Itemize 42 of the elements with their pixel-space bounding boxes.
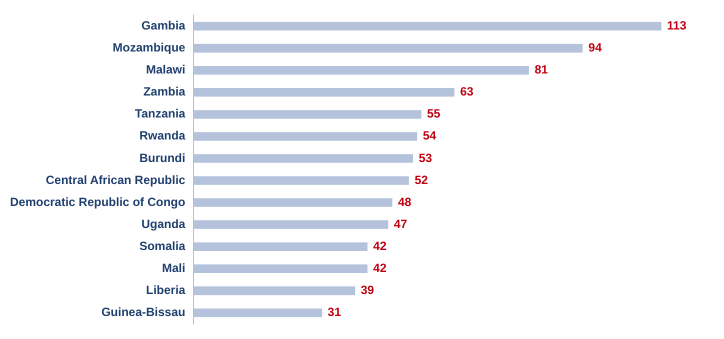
data-label: 113 <box>667 18 687 33</box>
bar <box>193 154 414 163</box>
data-label: 48 <box>398 194 412 209</box>
bar <box>193 132 418 141</box>
bar <box>193 264 368 274</box>
bar <box>193 308 322 318</box>
y-tick-label: Guinea-Bissau <box>101 305 186 320</box>
y-tick-label: Rwanda <box>139 128 186 143</box>
y-tick-label: Mali <box>162 261 186 276</box>
bar <box>193 242 368 251</box>
bar <box>193 66 529 75</box>
data-label: 52 <box>414 172 428 187</box>
data-label: 39 <box>360 283 374 298</box>
data-label: 54 <box>422 128 437 143</box>
bar <box>193 198 392 207</box>
data-label: 42 <box>373 238 387 253</box>
y-tick-label: Tanzania <box>134 106 186 121</box>
y-tick-label: Zambia <box>143 84 186 99</box>
data-label: 63 <box>460 84 474 99</box>
bar <box>193 220 388 229</box>
y-tick-label: Central African Republic <box>46 172 186 187</box>
bar <box>193 110 422 119</box>
bar <box>193 88 454 97</box>
y-tick-label: Burundi <box>139 150 186 165</box>
y-tick-label: Gambia <box>141 18 186 33</box>
data-label: 81 <box>534 62 548 77</box>
bar <box>193 22 662 31</box>
bar <box>193 176 409 185</box>
y-tick-label: Liberia <box>146 283 186 298</box>
y-tick-label: Malawi <box>146 62 186 77</box>
data-label: 55 <box>426 106 441 121</box>
bar <box>193 286 356 296</box>
data-label: 42 <box>373 261 387 276</box>
bar <box>193 44 583 53</box>
data-label: 94 <box>588 40 602 55</box>
data-label: 31 <box>328 305 342 320</box>
y-tick-label: Uganda <box>141 216 186 231</box>
data-label: 53 <box>418 150 432 165</box>
y-tick-label: Somalia <box>139 238 186 253</box>
y-tick-label: Democratic Republic of Congo <box>10 194 186 209</box>
data-label: 47 <box>394 216 408 231</box>
y-tick-label: Mozambique <box>112 40 186 55</box>
